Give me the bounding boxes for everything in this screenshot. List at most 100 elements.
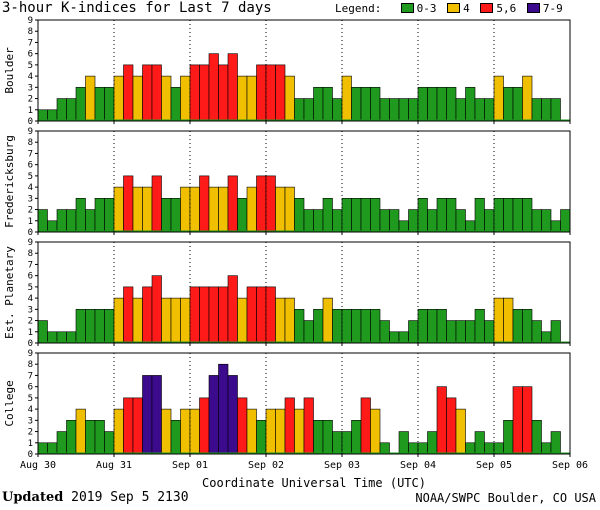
kp-bar: [218, 286, 229, 344]
kp-bar: [303, 397, 314, 455]
updated-label: Updated: [2, 490, 64, 505]
legend-label-quiet: 0-3: [416, 2, 437, 15]
kp-bar: [550, 431, 561, 455]
chart-title: 3-hour K-indices for Last 7 days: [2, 0, 272, 16]
kp-bar: [161, 75, 172, 122]
y-tick-label: 4: [28, 183, 33, 193]
kp-bar: [199, 286, 210, 344]
kp-bar: [142, 375, 153, 455]
kp-bar: [104, 198, 115, 233]
k-index-chart: 0123456789Boulder0123456789Fredericksbur…: [3, 16, 588, 490]
y-tick-label: 0: [28, 339, 33, 349]
kp-bar: [75, 408, 86, 455]
kp-bar: [246, 186, 257, 233]
kp-bar: [493, 442, 504, 455]
kp-bar: [484, 320, 495, 344]
kp-bar: [455, 408, 466, 455]
y-tick-label: 0: [28, 117, 33, 127]
kp-bar: [56, 331, 67, 344]
kp-bar: [427, 209, 438, 233]
kp-bar: [398, 431, 409, 455]
kp-bar: [446, 87, 457, 122]
kp-bar: [208, 53, 219, 122]
kp-bar: [66, 209, 77, 233]
kp-bar: [284, 297, 295, 344]
y-tick-label: 7: [28, 38, 33, 48]
kp-bar: [208, 375, 219, 455]
y-tick-label: 7: [28, 149, 33, 159]
kp-bar: [237, 297, 248, 344]
kp-bar: [408, 442, 419, 455]
kp-bar: [436, 198, 447, 233]
updated-stamp: Updated 2019 Sep 5 2130: [2, 490, 189, 505]
panel-frame: [37, 352, 571, 455]
kp-bar: [66, 420, 77, 455]
kp-bar: [56, 209, 67, 233]
panel-frame: [37, 241, 571, 344]
kp-bar: [47, 442, 58, 455]
y-tick-label: 1: [28, 328, 33, 338]
y-tick-label: 3: [28, 416, 33, 426]
kp-bar: [284, 186, 295, 233]
kp-bar: [408, 209, 419, 233]
y-tick-label: 7: [28, 371, 33, 381]
y-tick-label: 2: [28, 95, 33, 105]
kp-bar: [208, 186, 219, 233]
x-tick-label: Sep 04: [400, 460, 436, 471]
x-tick-label: Sep 05: [476, 460, 512, 471]
kp-bar: [113, 186, 124, 233]
kp-bar: [474, 431, 485, 455]
kp-bar: [189, 408, 200, 455]
kp-bar: [75, 198, 86, 233]
kp-bar: [531, 320, 542, 344]
kp-bar: [56, 98, 67, 122]
kp-bar: [351, 198, 362, 233]
legend-swatch-severe: [526, 3, 540, 13]
kp-bar: [550, 98, 561, 122]
kp-bar: [37, 209, 48, 233]
kp-bar: [474, 98, 485, 122]
y-tick-label: 4: [28, 72, 33, 82]
kp-bar: [313, 420, 324, 455]
kp-bar: [322, 198, 333, 233]
legend-title: Legend:: [335, 2, 382, 15]
y-tick-label: 1: [28, 439, 33, 449]
kp-bar: [322, 297, 333, 344]
kp-bar: [170, 297, 181, 344]
kp-bar: [180, 75, 191, 122]
kp-bar: [408, 320, 419, 344]
kp-bar: [436, 309, 447, 344]
kp-bar: [322, 87, 333, 122]
kp-bar: [227, 275, 238, 344]
kp-bar: [275, 408, 286, 455]
kp-bar: [218, 363, 229, 455]
kp-bar: [303, 209, 314, 233]
legend-label-severe: 7-9: [542, 2, 563, 15]
kp-bar: [227, 175, 238, 233]
x-tick-label: Sep 03: [324, 460, 360, 471]
kp-bar: [104, 431, 115, 455]
y-tick-label: 6: [28, 161, 33, 171]
kp-bar: [322, 420, 333, 455]
kp-bar: [313, 87, 324, 122]
y-tick-label: 0: [28, 450, 33, 460]
kp-bar: [47, 220, 58, 233]
kp-bar: [379, 320, 390, 344]
station-label-fredericksburg: Fredericksburg: [3, 135, 16, 228]
kp-bar: [408, 98, 419, 122]
kp-bar: [446, 320, 457, 344]
y-tick-label: 2: [28, 317, 33, 327]
kp-bar: [113, 75, 124, 122]
kp-bar: [465, 220, 476, 233]
kp-bar: [151, 375, 162, 455]
y-tick-label: 9: [28, 349, 33, 359]
kp-bar: [360, 397, 371, 455]
kp-bar: [180, 297, 191, 344]
kp-bar: [294, 98, 305, 122]
y-tick-label: 1: [28, 106, 33, 116]
kp-bar: [284, 75, 295, 122]
